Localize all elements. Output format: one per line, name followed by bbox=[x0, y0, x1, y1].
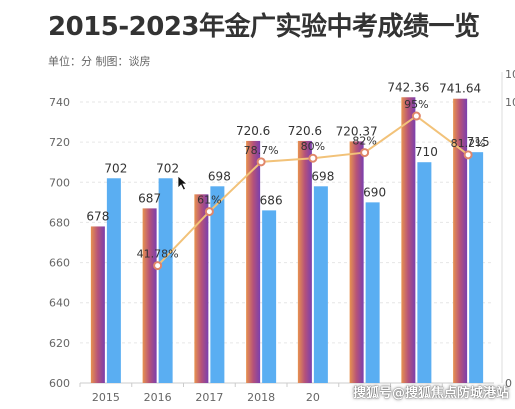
y-tick-label: 660 bbox=[49, 257, 70, 270]
x-tick-label: 2018 bbox=[247, 391, 275, 404]
bar-a-value-label: 678 bbox=[86, 209, 109, 223]
bar-a-value-label: 720.6 bbox=[236, 124, 270, 138]
grid-lines bbox=[80, 101, 494, 384]
bar-series-b bbox=[210, 186, 225, 383]
bar-series-a bbox=[194, 194, 209, 383]
bar-series-b bbox=[313, 186, 328, 383]
rate-label: 78.7% bbox=[244, 144, 279, 157]
y-tick-label: 720 bbox=[49, 136, 70, 149]
bar-b-value-label: 702 bbox=[104, 161, 127, 175]
y2-tick-label: 10 bbox=[505, 96, 515, 109]
bar-series-a bbox=[401, 97, 416, 383]
bar-series-b bbox=[417, 162, 432, 383]
bar-b-value-label: 715 bbox=[467, 135, 490, 149]
bar-a-value-label: 741.64 bbox=[439, 82, 481, 96]
rate-label: 81.2% bbox=[451, 137, 486, 150]
y-tick-label: 600 bbox=[49, 377, 70, 390]
bars bbox=[90, 97, 484, 383]
x-tick-label: 20 bbox=[306, 391, 320, 404]
y2-tick-label: 10 bbox=[505, 68, 515, 81]
watermark-text: 搜狐号@搜狐焦点防城港站 bbox=[352, 386, 509, 401]
rate-point bbox=[256, 157, 266, 167]
y-tick-label: 680 bbox=[49, 216, 70, 229]
bar-a-value-label: 742.36 bbox=[387, 80, 429, 94]
rate-label: 41.78% bbox=[137, 248, 179, 261]
x-tick-label: 2016 bbox=[144, 391, 172, 404]
y2-tick-label: 0 bbox=[505, 377, 512, 390]
bar-series-b bbox=[365, 202, 380, 383]
bar-b-value-label: 698 bbox=[208, 169, 231, 183]
page-title: 2015-2023年金广实验中考成绩一览 bbox=[48, 12, 480, 42]
bar-a-value-label: 687 bbox=[138, 191, 161, 205]
data-labels: 678 702 687 702 698 720.6 686 720.6 698 720.37 690… bbox=[86, 80, 489, 260]
rate-point bbox=[153, 261, 163, 271]
rate-point bbox=[308, 153, 318, 163]
bar-b-value-label: 698 bbox=[311, 169, 334, 183]
bar-series-b bbox=[158, 178, 173, 383]
bar-series-b bbox=[106, 178, 121, 383]
bar-series-a bbox=[297, 140, 312, 383]
bar-b-value-label: 690 bbox=[363, 185, 386, 199]
y-tick-label: 640 bbox=[49, 297, 70, 310]
bar-series-b bbox=[262, 210, 277, 383]
x-tick-label: 2017 bbox=[195, 391, 223, 404]
cursor-icon bbox=[177, 175, 189, 191]
bar-b-value-label: 710 bbox=[415, 145, 438, 159]
bar-b-value-label: 702 bbox=[156, 161, 179, 175]
rate-line bbox=[153, 111, 473, 271]
chart-subtitle: 单位：分 制图：谈房 bbox=[48, 55, 151, 68]
rate-label: 61% bbox=[197, 194, 221, 207]
bar-series-a bbox=[349, 141, 364, 383]
bar-series-a bbox=[142, 208, 157, 383]
bar-a-value-label: 720.6 bbox=[288, 124, 322, 138]
rate-point bbox=[204, 207, 214, 217]
y-tick-label: 620 bbox=[49, 337, 70, 350]
rate-point bbox=[463, 150, 473, 160]
x-tick-label: 2015 bbox=[92, 391, 120, 404]
rate-point bbox=[411, 111, 421, 121]
y-tick-label: 700 bbox=[49, 176, 70, 189]
bar-b-value-label: 686 bbox=[260, 193, 283, 207]
bar-series-a bbox=[246, 140, 261, 383]
bar-series-a bbox=[453, 98, 468, 383]
bar-series-a bbox=[90, 226, 105, 383]
bar-series-b bbox=[469, 152, 484, 383]
bar-a-value-label: 720.37 bbox=[336, 124, 378, 138]
rate-label: 82% bbox=[352, 135, 376, 148]
rate-label: 80% bbox=[301, 140, 325, 153]
y-tick-label: 740 bbox=[49, 96, 70, 109]
rate-label: 95% bbox=[404, 98, 428, 111]
rate-point bbox=[360, 148, 370, 158]
